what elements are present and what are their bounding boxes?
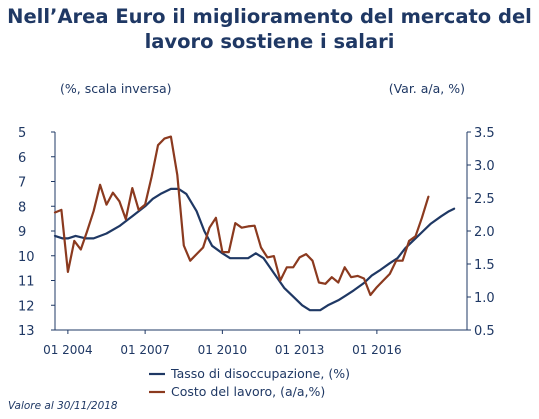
right-tick-label: 2.0 (474, 225, 495, 240)
chart-title-line-2: lavoro sostiene i salari (144, 30, 395, 53)
left-tick-label: 13 (18, 324, 35, 339)
right-tick-label: 2.5 (474, 192, 495, 207)
axes (54, 132, 468, 331)
series-line-2 (53, 135, 430, 297)
left-tick-label: 6 (18, 151, 26, 166)
series-line-1 (53, 187, 456, 312)
left-tick-label: 10 (18, 250, 35, 265)
footnote: Valore al 30/11/2018 (8, 400, 118, 412)
x-tick-label: 01 2013 (275, 343, 325, 357)
right-tick-label: 1.5 (474, 258, 495, 273)
left-tick-label: 5 (18, 126, 26, 141)
right-tick-label: 0.5 (474, 324, 495, 339)
right-axis-label: (Var. a/a, %) (389, 81, 465, 96)
chart-title-line-1: Nell’Area Euro il miglioramento del merc… (7, 5, 532, 28)
legend-label-1: Tasso di disoccupazione, (%) (170, 366, 350, 381)
x-tick-label: 01 2010 (198, 343, 248, 357)
x-tick-label: 01 2004 (43, 343, 93, 357)
series-layer (53, 135, 456, 312)
left-tick-label: 12 (18, 299, 35, 314)
left-tick-label: 9 (18, 225, 26, 240)
x-tick-label: 01 2007 (120, 343, 170, 357)
right-tick-label: 1.0 (474, 291, 495, 306)
left-axis-ticks: 5 6 7 8 9 10 11 12 13 (18, 126, 55, 339)
right-axis-ticks: 3.5 3.0 2.5 2.0 1.5 1.0 0.5 (467, 126, 495, 339)
right-tick-label: 3.5 (474, 126, 495, 141)
left-tick-label: 7 (18, 176, 26, 191)
left-tick-label: 8 (18, 200, 26, 215)
left-axis-label: (%, scala inversa) (60, 81, 172, 96)
x-tick-label: 01 2016 (352, 343, 402, 357)
right-tick-label: 3.0 (474, 159, 495, 174)
left-tick-label: 11 (18, 275, 35, 290)
chart-title: Nell’Area Euro il miglioramento del merc… (0, 4, 539, 54)
x-axis-ticks: 01 2004 01 2007 01 2010 01 2013 01 2016 (43, 330, 402, 357)
legend: Tasso di disoccupazione, (%) Costo del la… (149, 366, 350, 399)
legend-label-2: Costo del lavoro, (a/a,%) (171, 384, 325, 399)
